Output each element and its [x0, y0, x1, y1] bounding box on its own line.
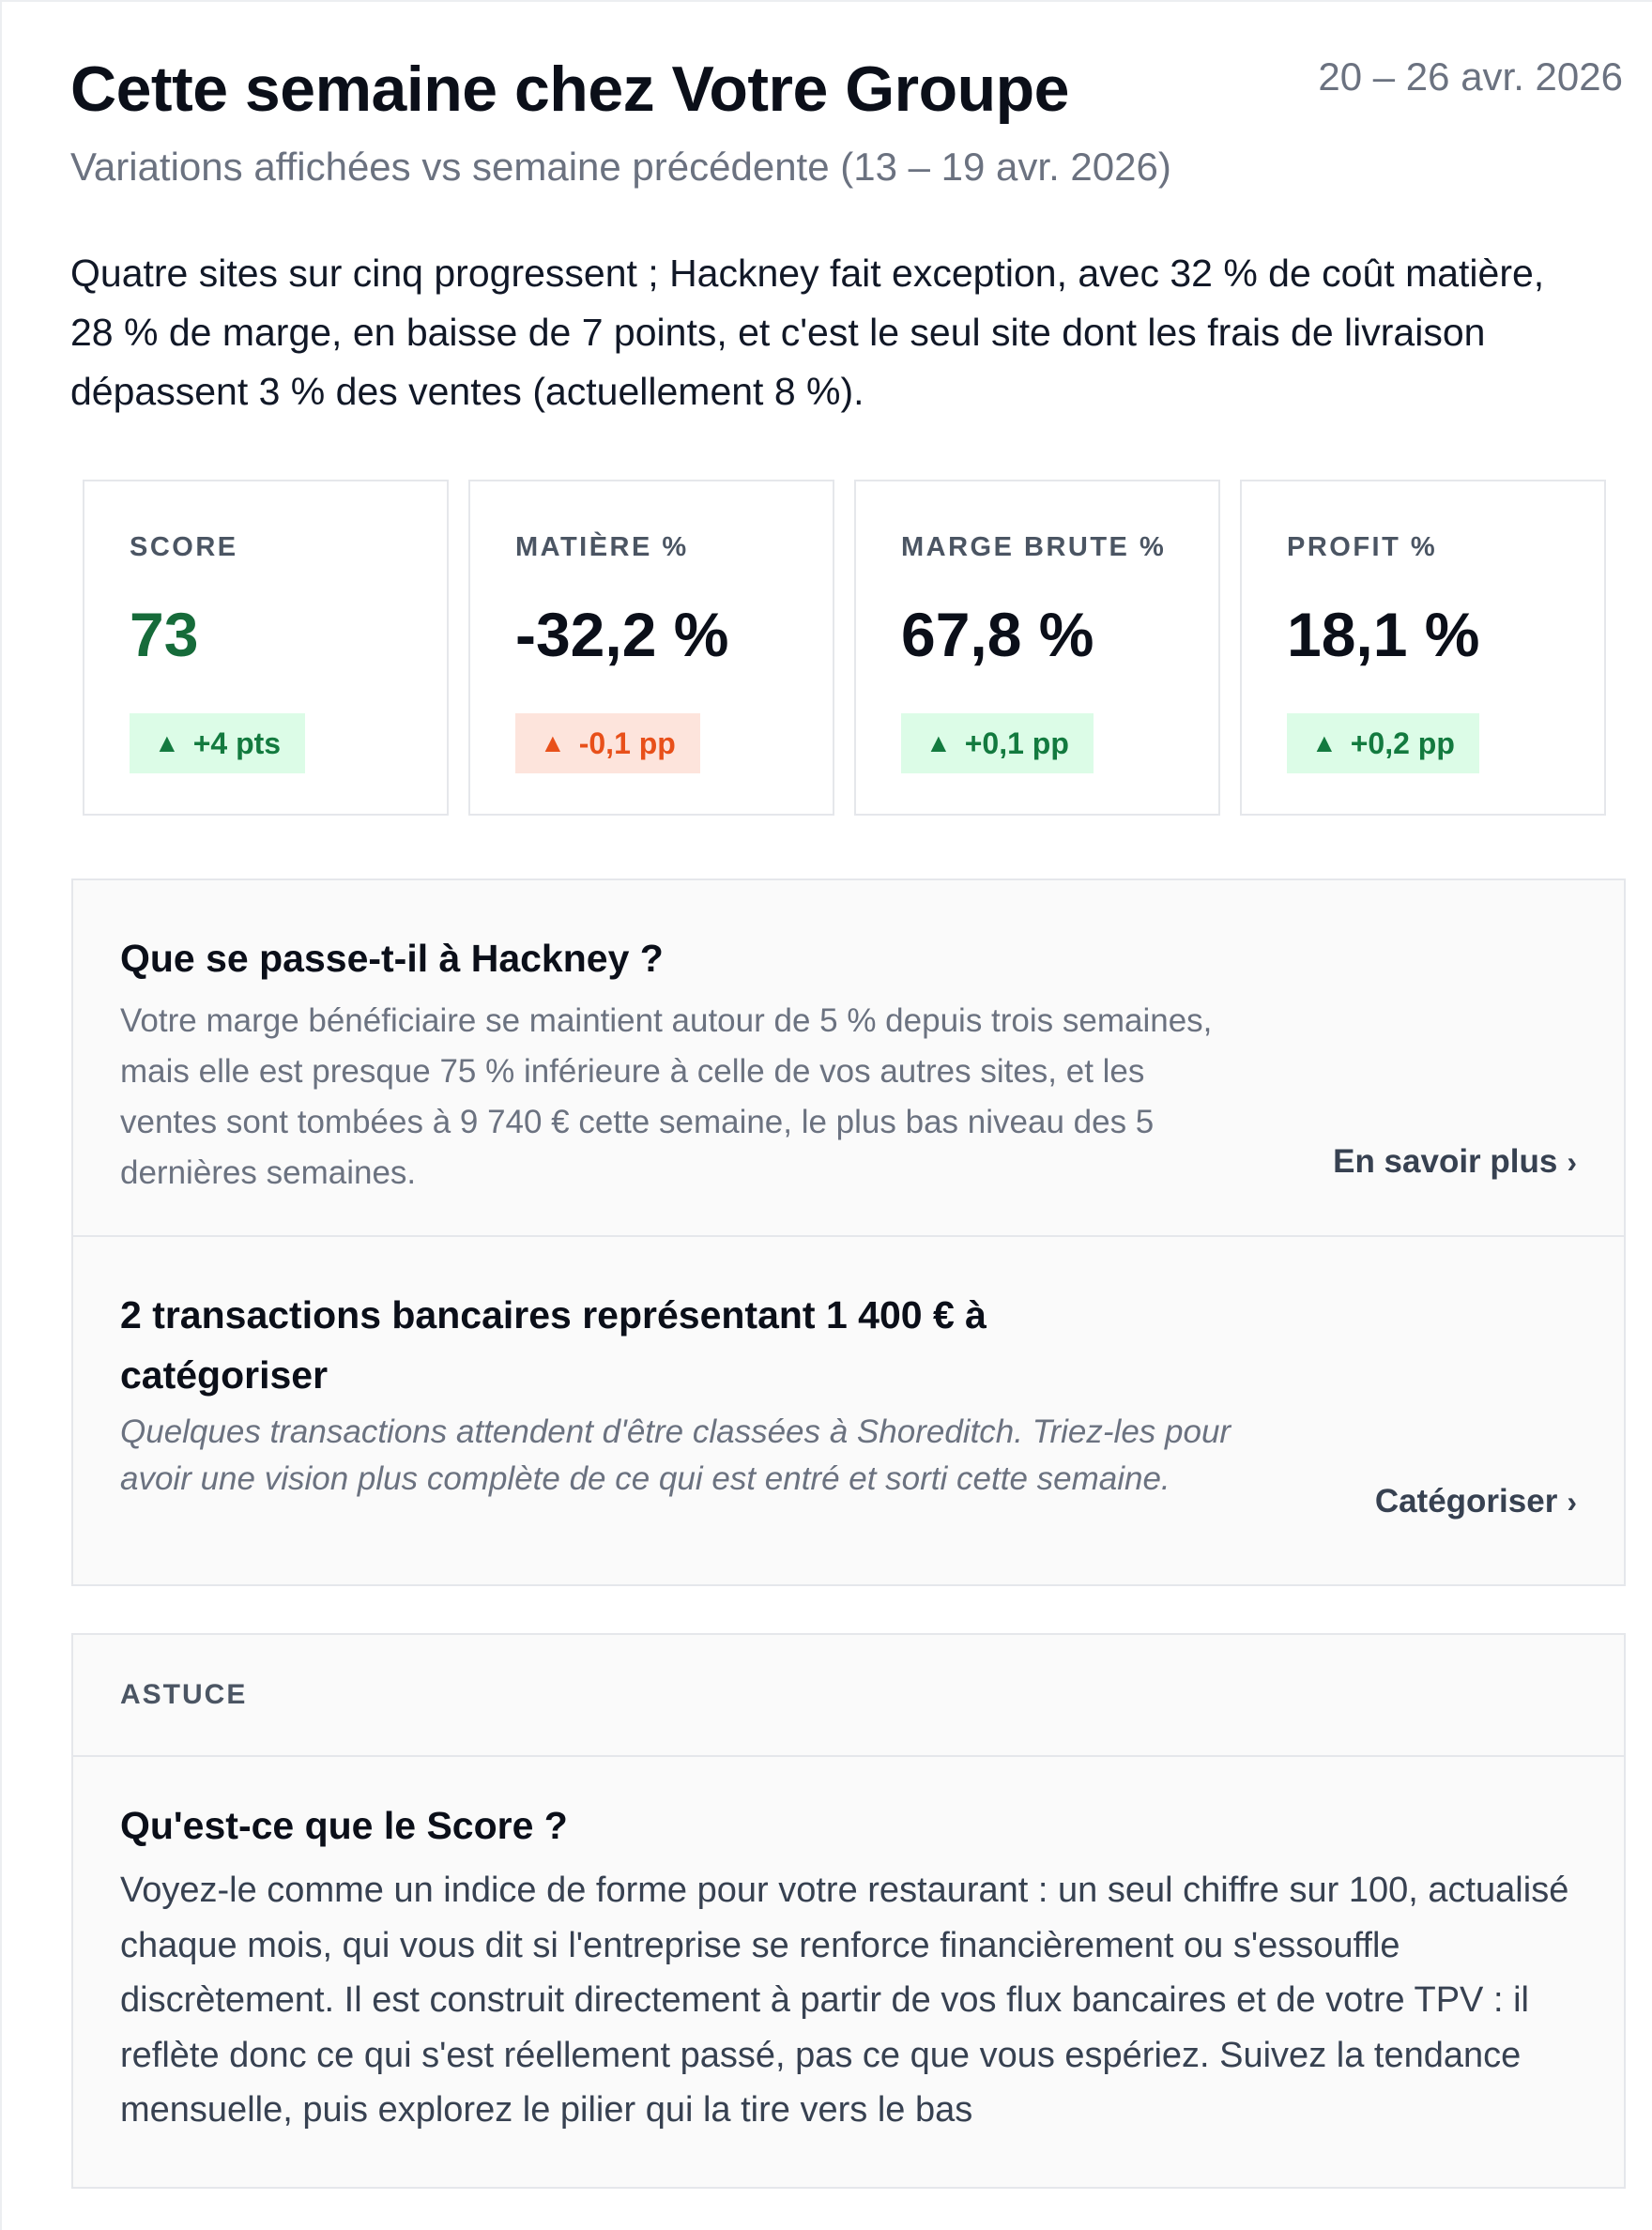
- arrow-icon: ▲: [925, 728, 952, 757]
- tip-body: Voyez-le comme un indice de forme pour v…: [120, 1871, 1569, 2130]
- kpi-card: MARGE BRUTE % 67,8 % ▲ +0,1 pp: [854, 480, 1220, 816]
- tip-title: Qu'est-ce que le Score ?: [120, 1804, 568, 1847]
- kpi-card: MATIÈRE % -32,2 % ▲ -0,1 pp: [468, 480, 834, 816]
- kpi-change-badge: ▲ +0,2 pp: [1287, 713, 1479, 773]
- kpi-change-badge: ▲ +4 pts: [130, 713, 306, 773]
- insight: Que se passe-t-il à Hackney ? Votre marg…: [73, 880, 1624, 1235]
- kpi-value: 73: [130, 600, 199, 669]
- insight-title: 2 transactions bancaires représentant 1 …: [120, 1293, 987, 1397]
- kpi-label: MARGE BRUTE %: [901, 532, 1167, 562]
- kpi-label: MATIÈRE %: [515, 532, 689, 562]
- insights-panel: Que se passe-t-il à Hackney ? Votre marg…: [71, 878, 1626, 1586]
- kpi-change: -0,1 pp: [578, 726, 676, 760]
- action-label[interactable]: Catégoriser: [1374, 1483, 1558, 1520]
- kpi-change-badge: ▲ +0,1 pp: [901, 713, 1094, 773]
- insight-body: Quelques transactions attendent d'être c…: [120, 1413, 1231, 1497]
- action-label[interactable]: En savoir plus: [1333, 1143, 1558, 1180]
- arrow-icon: ▲: [1311, 728, 1338, 757]
- kpi-card: PROFIT % 18,1 % ▲ +0,2 pp: [1240, 480, 1606, 816]
- kpi-row: SCORE 73 ▲ +4 pts MATIÈRE % -32,2 % ▲ -0,1 pp MA…: [83, 480, 1606, 816]
- summary: Quatre sites sur cinq progressent ; Hack…: [70, 252, 1545, 413]
- chevron-icon: ›: [1567, 1145, 1577, 1179]
- tip-label: ASTUCE: [73, 1635, 1624, 1757]
- kpi-change-badge: ▲ -0,1 pp: [515, 713, 700, 773]
- kpi-value: 67,8 %: [901, 600, 1094, 669]
- kpi-change: +4 pts: [192, 726, 282, 760]
- kpi-change: +0,2 pp: [1350, 726, 1455, 760]
- insight-action[interactable]: En savoir plus ›: [1333, 1143, 1577, 1181]
- kpi-change: +0,1 pp: [964, 726, 1069, 760]
- tip-panel: ASTUCE Qu'est-ce que le Score ? Voyez-le…: [71, 1633, 1626, 2189]
- subtitle: Variations affichées vs semaine précéden…: [70, 145, 1171, 189]
- insight-title: Que se passe-t-il à Hackney ?: [120, 937, 664, 980]
- kpi-label: PROFIT %: [1287, 532, 1438, 562]
- arrow-icon: ▲: [540, 728, 566, 757]
- insight-body: Votre marge bénéficiaire se maintient au…: [120, 1002, 1213, 1191]
- date-range: 20 – 26 avr. 2026: [1318, 54, 1623, 99]
- insight-action[interactable]: Catégoriser ›: [1375, 1483, 1577, 1520]
- kpi-label: SCORE: [130, 532, 238, 562]
- insight: 2 transactions bancaires représentant 1 …: [73, 1235, 1624, 1584]
- report-title: Cette semaine chez Votre Groupe: [70, 53, 1070, 125]
- chevron-icon: ›: [1567, 1485, 1577, 1519]
- kpi-value: 18,1 %: [1287, 600, 1480, 669]
- kpi-value: -32,2 %: [515, 600, 729, 669]
- kpi-card: SCORE 73 ▲ +4 pts: [83, 480, 449, 816]
- arrow-icon: ▲: [154, 728, 180, 757]
